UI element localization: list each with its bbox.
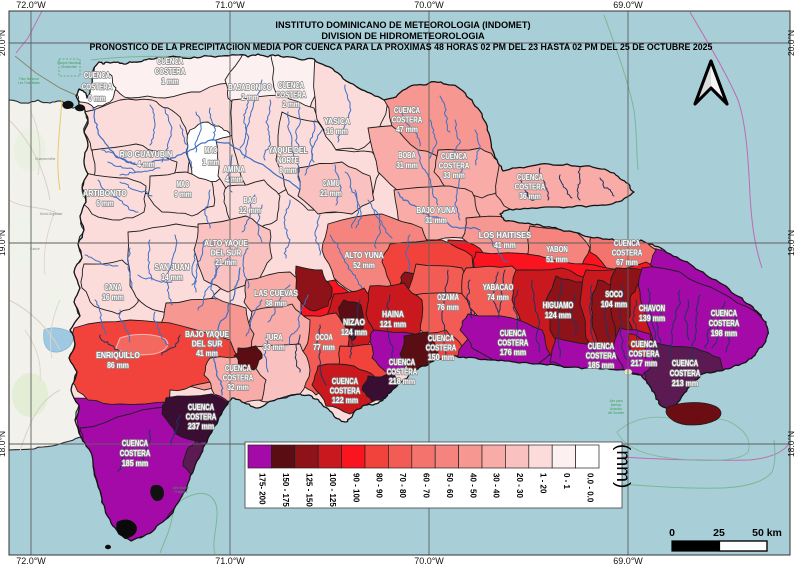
svg-text:Aviacion: Aviacion [610, 407, 622, 411]
svg-text:18.0°N: 18.0°N [786, 431, 796, 457]
svg-text:71.0°W: 71.0°W [215, 556, 245, 566]
svg-text:PRONOSTICO DE LA PRECIPITACi: PRONOSTICO DE LA PRECIPITACiION MEDIA PO… [90, 42, 713, 52]
svg-text:del Sureste: del Sureste [608, 411, 624, 415]
svg-text:20.0°N: 20.0°N [786, 30, 796, 56]
svg-text:19.0°N: 19.0°N [0, 230, 7, 256]
svg-text:DIVISION DE HIDROMETEOROLOGIA: DIVISION DE HIDROMETEOROLOGIA [321, 31, 485, 41]
svg-text:0: 0 [669, 527, 675, 539]
svg-text:25: 25 [713, 527, 725, 539]
svg-text:50 km: 50 km [752, 527, 782, 539]
svg-text:(mm): (mm) [612, 444, 633, 488]
svg-text:125 - 150: 125 - 150 [305, 473, 314, 507]
svg-text:18.0°N: 18.0°N [0, 431, 7, 457]
svg-text:70.0°W: 70.0°W [414, 0, 444, 10]
svg-text:1 - 20: 1 - 20 [539, 473, 548, 494]
svg-text:70 - 80: 70 - 80 [398, 473, 407, 498]
svg-text:0 - 1: 0 - 1 [562, 473, 571, 490]
svg-text:Manejo: Manejo [611, 403, 622, 407]
svg-text:71.0°W: 71.0°W [215, 0, 245, 10]
svg-text:72.0°W: 72.0°W [16, 0, 46, 10]
svg-text:Les Trois Baies: Les Trois Baies [18, 81, 40, 85]
svg-text:Parque Nacional: Parque Nacional [57, 61, 81, 65]
svg-text:INSTITUTO DOMINICANO DE METEOR: INSTITUTO DOMINICANO DE METEOROLOGIA (IN… [275, 20, 530, 30]
svg-text:19.0°N: 19.0°N [786, 230, 796, 256]
svg-text:Carice: Carice [30, 247, 40, 251]
svg-text:Parc National: Parc National [19, 77, 38, 81]
svg-text:69.0°W: 69.0°W [613, 0, 643, 10]
svg-text:Aire Marine: Aire Marine [173, 486, 190, 490]
svg-text:Aire para: Aire para [610, 399, 623, 403]
svg-text:Protegee: Protegee [175, 490, 188, 494]
svg-text:69.0°W: 69.0°W [613, 556, 643, 566]
svg-text:50 - 60: 50 - 60 [445, 473, 454, 498]
svg-text:175- 200: 175- 200 [258, 473, 267, 505]
svg-text:150 - 175: 150 - 175 [281, 473, 290, 507]
svg-text:20.0°N: 20.0°N [0, 30, 7, 56]
svg-text:30 - 40: 30 - 40 [492, 473, 501, 498]
svg-text:Mont-Organise: Mont-Organise [40, 212, 63, 216]
svg-text:0.0 - 0.0: 0.0 - 0.0 [585, 473, 594, 503]
svg-text:100 - 125: 100 - 125 [328, 473, 337, 507]
svg-text:40 - 50: 40 - 50 [468, 473, 477, 498]
svg-text:72.0°W: 72.0°W [16, 556, 46, 566]
svg-text:80 - 90: 80 - 90 [375, 473, 384, 498]
svg-text:20 - 30: 20 - 30 [515, 473, 524, 498]
svg-text:90 - 100: 90 - 100 [351, 473, 360, 503]
svg-text:Montecristi: Montecristi [61, 65, 77, 69]
svg-text:70.0°W: 70.0°W [414, 556, 444, 566]
svg-text:Ouanaminthe: Ouanaminthe [35, 157, 55, 161]
svg-text:60 - 70: 60 - 70 [422, 473, 431, 498]
